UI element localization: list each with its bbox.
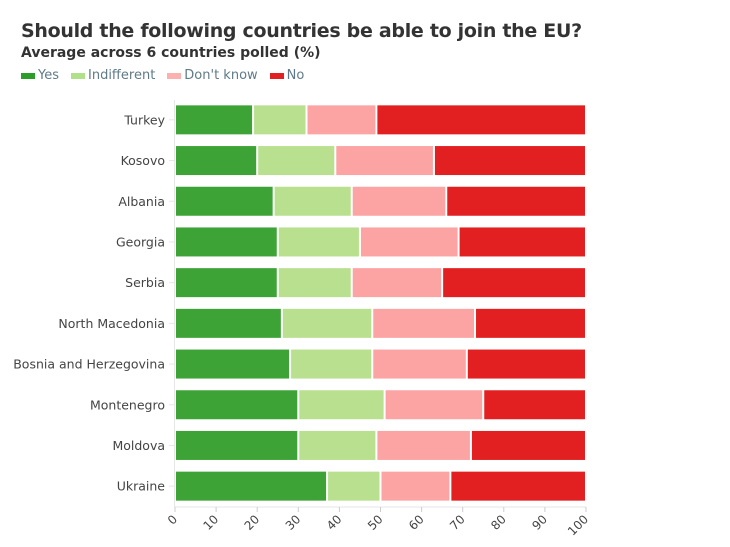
x-tick-label: 10 [201,512,222,533]
x-tick-label: 80 [488,512,509,533]
category-label: Ukraine [117,479,166,494]
bar-don-t-know-north-macedonia [372,307,476,339]
legend-item-yes[interactable]: Yes [21,68,59,83]
bar-no-north-macedonia [475,307,586,339]
x-tick-label: 90 [529,512,550,533]
bar-don-t-know-kosovo [335,145,434,177]
bar-yes-north-macedonia [175,307,282,339]
category-label: Montenegro [90,397,165,412]
legend-swatch [269,72,284,79]
x-tick-label: 40 [324,512,345,533]
x-tick-label: 30 [283,512,304,533]
bar-no-turkey [376,104,587,136]
category-label: Kosovo [121,153,165,168]
legend: Yes Indifferent Don't know No [21,68,304,83]
bar-indifferent-georgia [277,226,360,258]
bar-no-albania [446,185,587,217]
legend-swatch [21,72,35,79]
legend-swatch [71,72,85,79]
bar-no-serbia [442,267,586,299]
legend-label: No [286,68,305,83]
bar-indifferent-turkey [253,104,307,136]
category-label: North Macedonia [58,316,165,331]
category-label: Moldova [112,438,165,453]
bar-indifferent-montenegro [298,389,385,421]
bar-indifferent-moldova [298,429,377,461]
x-tick-label: 20 [242,512,263,533]
x-tick-label: 100 [565,512,591,538]
bar-no-bosnia-and-herzegovina [466,348,586,380]
bar-yes-montenegro [175,389,299,421]
bar-yes-kosovo [175,145,258,177]
bar-indifferent-albania [273,185,352,217]
bar-no-montenegro [483,389,586,421]
x-tick-label: 70 [447,512,468,533]
x-tick-label: 50 [365,512,386,533]
chart-subtitle: Average across 6 countries polled (%) [21,45,321,61]
category-label: Serbia [125,275,165,290]
legend-item-indifferent[interactable]: Indifferent [71,68,155,83]
bar-indifferent-serbia [277,267,352,299]
bar-yes-serbia [175,267,278,299]
bar-don-t-know-ukraine [380,470,451,502]
legend-item-no[interactable]: No [269,68,305,83]
bar-don-t-know-montenegro [384,389,484,421]
bar-indifferent-kosovo [257,145,336,177]
bar-don-t-know-turkey [306,104,377,136]
category-label: Albania [118,194,165,209]
category-label: Bosnia and Herzegovina [13,357,165,372]
legend-label: Yes [38,68,59,83]
bar-don-t-know-albania [351,185,447,217]
legend-swatch [167,72,182,79]
bar-indifferent-ukraine [327,470,381,502]
bar-indifferent-north-macedonia [281,307,373,339]
bar-don-t-know-georgia [359,226,459,258]
x-tick-label: 60 [406,512,427,533]
bar-no-kosovo [433,145,586,177]
bar-yes-georgia [175,226,278,258]
bar-yes-moldova [175,429,299,461]
bar-no-georgia [458,226,586,258]
bar-no-moldova [470,429,587,461]
bar-indifferent-bosnia-and-herzegovina [290,348,373,380]
bar-no-ukraine [450,470,586,502]
bar-yes-turkey [175,104,254,136]
bar-don-t-know-serbia [351,267,443,299]
legend-item-dont-know[interactable]: Don't know [167,68,258,83]
bar-yes-albania [175,185,274,217]
legend-label: Indifferent [88,68,156,83]
bar-yes-bosnia-and-herzegovina [175,348,291,380]
category-label: Turkey [123,112,165,127]
bar-yes-ukraine [175,470,328,502]
x-tick-label: 0 [165,512,180,527]
bar-don-t-know-moldova [376,429,471,461]
legend-label: Don't know [184,68,258,83]
chart-title: Should the following countries be able t… [21,20,582,42]
category-label: Georgia [116,234,165,249]
bar-don-t-know-bosnia-and-herzegovina [372,348,467,380]
